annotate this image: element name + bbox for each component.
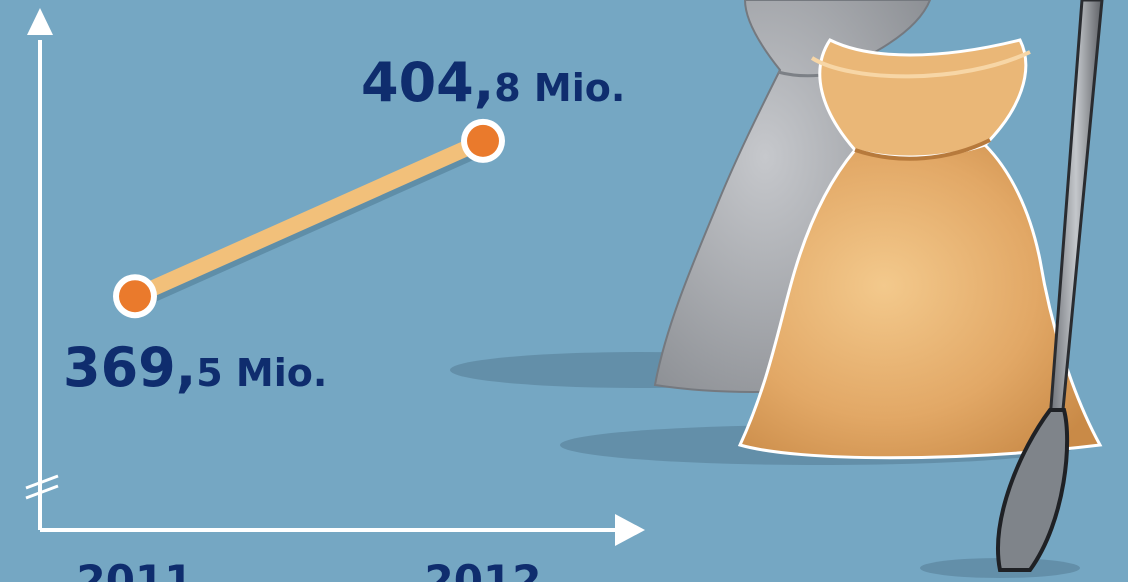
data-label-main: 404, [361, 51, 494, 114]
x-axis-arrow-icon [615, 514, 645, 546]
data-point-2011 [119, 280, 151, 313]
data-label-main: 369, [63, 336, 196, 399]
tan-sack-icon [737, 38, 1103, 460]
axis-break-icon [25, 474, 59, 500]
axes [25, 8, 645, 546]
data-label-2011: 369,5 Mio. [63, 336, 327, 399]
data-label-sub: 8 Mio. [494, 66, 625, 110]
x-tick-2011: 2011 [77, 556, 194, 582]
y-axis-arrow-icon [27, 8, 53, 35]
x-tick-2012: 2012 [425, 556, 542, 582]
series [113, 118, 505, 319]
shovel-icon [996, 0, 1104, 572]
data-label-2012: 404,8 Mio. [361, 51, 625, 114]
series-line [127, 132, 491, 305]
data-label-sub: 5 Mio. [196, 351, 327, 395]
data-point-2012 [467, 124, 499, 157]
